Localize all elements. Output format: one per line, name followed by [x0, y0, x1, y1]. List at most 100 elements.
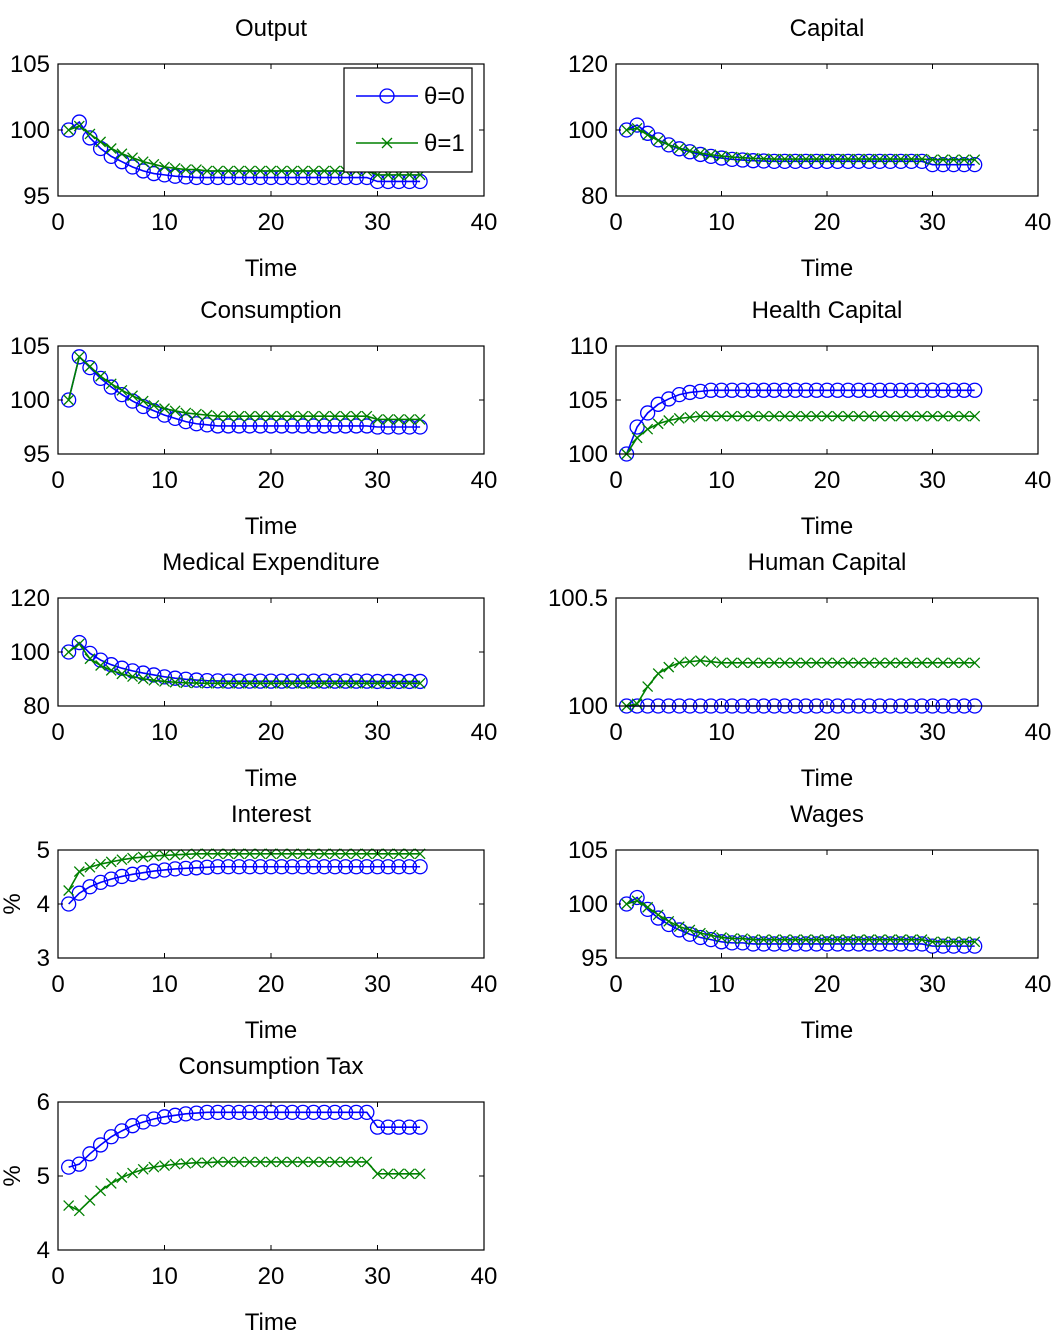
x-tick-label: 0 — [51, 719, 64, 746]
data-point — [872, 382, 888, 398]
y-tick-label: 120 — [568, 51, 608, 78]
data-point — [188, 416, 205, 432]
x-tick-label: 30 — [364, 719, 391, 746]
series-line-1 — [68, 642, 421, 685]
series-line-1 — [67, 355, 421, 421]
data-point — [724, 382, 740, 398]
data-point — [821, 410, 833, 422]
data-point — [692, 383, 709, 400]
data-point — [337, 673, 354, 689]
data-point — [146, 403, 162, 419]
data-point — [135, 163, 151, 179]
data-point — [190, 408, 202, 420]
data-point — [661, 391, 677, 407]
data-point — [905, 410, 917, 422]
x-tick-label: 0 — [51, 1263, 64, 1290]
data-point — [340, 1156, 352, 1168]
data-point — [210, 418, 226, 434]
data-point — [273, 859, 290, 875]
data-point — [231, 859, 247, 875]
data-point — [705, 149, 717, 161]
data-point — [369, 859, 386, 875]
data-point — [832, 410, 844, 422]
data-point — [105, 664, 117, 676]
data-point — [295, 418, 311, 434]
data-point — [694, 147, 706, 159]
x-axis-label: Time — [245, 1309, 297, 1336]
data-point — [254, 1156, 266, 1168]
data-point — [380, 673, 396, 690]
data-point — [156, 1109, 173, 1125]
data-point — [124, 159, 141, 175]
y-tick-label: 105 — [10, 51, 50, 78]
data-point — [201, 677, 213, 689]
x-tick-label: 40 — [471, 971, 498, 998]
data-point — [821, 657, 833, 669]
data-point — [329, 677, 341, 689]
data-point — [629, 117, 645, 133]
data-point — [703, 382, 719, 398]
data-point — [284, 673, 300, 689]
data-point — [937, 657, 949, 669]
data-point — [798, 382, 814, 398]
data-point — [832, 153, 844, 165]
series-line-0 — [68, 120, 421, 183]
data-point — [284, 1104, 300, 1121]
data-point — [263, 859, 279, 875]
data-point — [263, 673, 279, 689]
data-point — [882, 153, 898, 170]
y-axis-label: % — [0, 1165, 26, 1186]
data-point — [159, 675, 170, 687]
data-point — [295, 1104, 311, 1121]
data-point — [937, 410, 949, 422]
data-point — [872, 153, 888, 170]
data-point — [819, 382, 835, 398]
data-point — [273, 418, 290, 434]
data-point — [350, 410, 362, 422]
data-point — [642, 423, 654, 435]
data-point — [958, 154, 970, 166]
data-point — [629, 889, 645, 906]
data-point — [116, 384, 128, 396]
data-point — [348, 1104, 364, 1121]
data-point — [327, 1104, 343, 1121]
data-point — [861, 382, 877, 398]
x-tick-label: 30 — [919, 971, 946, 998]
data-point — [148, 850, 160, 862]
data-point — [276, 165, 288, 177]
data-point — [212, 410, 224, 422]
data-point — [832, 657, 844, 669]
axes-box — [615, 63, 1039, 197]
data-point — [265, 410, 277, 422]
data-point — [73, 351, 85, 363]
data-point — [819, 153, 835, 170]
data-point — [210, 673, 226, 689]
data-point — [734, 382, 751, 398]
data-point — [391, 1119, 407, 1135]
data-point — [789, 657, 801, 669]
data-point — [694, 927, 706, 939]
data-point — [329, 1156, 341, 1168]
data-point — [190, 677, 202, 689]
data-point — [414, 1168, 426, 1180]
data-point — [821, 934, 833, 946]
data-point — [747, 934, 759, 946]
data-point — [242, 673, 258, 689]
data-point — [167, 861, 183, 877]
data-point — [308, 410, 320, 422]
series-line-1 — [67, 852, 421, 891]
data-point — [905, 657, 917, 669]
x-tick-label: 40 — [1025, 971, 1052, 998]
data-point — [737, 410, 749, 422]
data-point — [180, 848, 192, 860]
legend-label: θ=0 — [424, 83, 465, 110]
data-point — [169, 405, 181, 417]
data-point — [188, 169, 205, 186]
data-point — [412, 1119, 428, 1135]
data-point — [305, 673, 322, 689]
data-point — [969, 936, 981, 948]
data-point — [927, 936, 938, 948]
data-point — [863, 410, 875, 422]
x-tick-label: 20 — [258, 209, 285, 236]
panel-1: Capital Time 0 10 20 30 40 80 100 120 — [568, 15, 1051, 282]
